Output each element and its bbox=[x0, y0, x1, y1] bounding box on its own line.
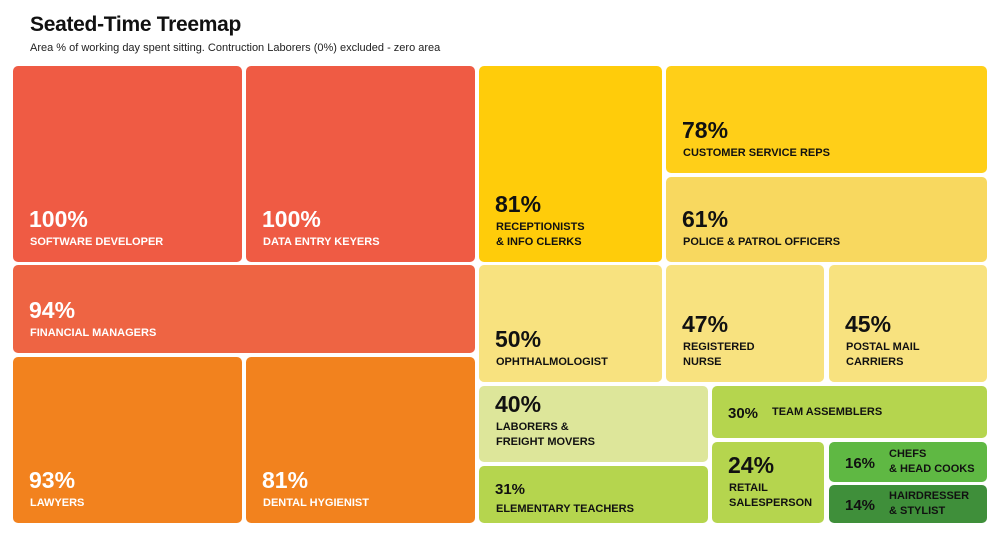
treemap-tile: 30% TEAM ASSEMBLERS bbox=[712, 386, 987, 438]
tile-category-label: OPHTHALMOLOGIST bbox=[496, 356, 608, 368]
tile-value-label: 30% bbox=[728, 404, 759, 422]
treemap-tile: 81% RECEPTIONISTS & INFO CLERKS bbox=[479, 66, 662, 262]
tile-category-label: POSTAL MAIL CARRIERS bbox=[846, 341, 920, 368]
tile-value-label: 100% bbox=[262, 206, 321, 232]
treemap-tile: 16% CHEFS & HEAD COOKS bbox=[829, 442, 987, 482]
tile-category-label: DATA ENTRY KEYERS bbox=[263, 236, 380, 248]
tile-category-label: POLICE & PATROL OFFICERS bbox=[683, 236, 841, 248]
tile-category-label: TEAM ASSEMBLERS bbox=[772, 405, 883, 418]
tile-category-label: DENTAL HYGIENIST bbox=[263, 497, 369, 509]
treemap-tile: 61% POLICE & PATROL OFFICERS bbox=[666, 177, 987, 262]
chart-title: Seated-Time Treemap bbox=[30, 13, 242, 36]
treemap-tile: 31% ELEMENTARY TEACHERS bbox=[479, 466, 708, 523]
tile-category-label: ELEMENTARY TEACHERS bbox=[496, 503, 634, 515]
treemap-tile: 45% POSTAL MAIL CARRIERS bbox=[829, 265, 987, 382]
treemap-tile: 14% HAIRDRESSER & STYLIST bbox=[829, 485, 987, 523]
tile-category-label: RECEPTIONISTS & INFO CLERKS bbox=[496, 221, 585, 248]
tile-category-label: LABORERS & FREIGHT MOVERS bbox=[496, 421, 596, 448]
tile-category-label: LAWYERS bbox=[30, 497, 85, 509]
treemap-tile: 24% RETAIL SALESPERSON bbox=[712, 442, 824, 523]
tile-value-label: 50% bbox=[495, 326, 542, 352]
treemap-tile: 50% OPHTHALMOLOGIST bbox=[479, 265, 662, 382]
treemap-tile: 78% CUSTOMER SERVICE REPS bbox=[666, 66, 987, 173]
tile-value-label: 24% bbox=[728, 452, 775, 478]
tile-category-label: HAIRDRESSER & STYLIST bbox=[889, 490, 970, 517]
treemap-tile: 47% REGISTERED NURSE bbox=[666, 265, 824, 382]
tile-value-label: 45% bbox=[845, 311, 892, 337]
tile-value-label: 81% bbox=[262, 467, 309, 493]
tile-category-label: CUSTOMER SERVICE REPS bbox=[683, 147, 830, 159]
tile-category-label: CHEFS & HEAD COOKS bbox=[889, 448, 975, 475]
tile-value-label: 93% bbox=[29, 467, 76, 493]
treemap-tile: 100% SOFTWARE DEVELOPER bbox=[13, 66, 242, 262]
tile-value-label: 16% bbox=[845, 454, 876, 472]
tile-value-label: 47% bbox=[682, 311, 729, 337]
treemap-tile: 93% LAWYERS bbox=[13, 357, 242, 523]
tile-category-label: RETAIL SALESPERSON bbox=[729, 482, 813, 509]
treemap-tile: 100% DATA ENTRY KEYERS bbox=[246, 66, 475, 262]
tile-value-label: 40% bbox=[495, 391, 542, 417]
tile-value-label: 14% bbox=[845, 496, 876, 514]
tile-value-label: 81% bbox=[495, 191, 542, 217]
tile-value-label: 100% bbox=[29, 206, 88, 232]
treemap-tile: 81% DENTAL HYGIENIST bbox=[246, 357, 475, 523]
tile-value-label: 31% bbox=[495, 481, 526, 498]
tile-value-label: 94% bbox=[29, 297, 76, 323]
treemap-tile: 94% FINANCIAL MANAGERS bbox=[13, 265, 475, 353]
tile-value-label: 61% bbox=[682, 206, 729, 232]
tile-category-label: REGISTERED NURSE bbox=[683, 341, 755, 368]
tile-value-label: 78% bbox=[682, 117, 729, 143]
treemap-tile: 40% LABORERS & FREIGHT MOVERS bbox=[479, 386, 708, 462]
chart-subtitle: Area % of working day spent sitting. Con… bbox=[30, 42, 441, 54]
tile-category-label: FINANCIAL MANAGERS bbox=[30, 327, 157, 339]
tile-category-label: SOFTWARE DEVELOPER bbox=[30, 236, 164, 248]
